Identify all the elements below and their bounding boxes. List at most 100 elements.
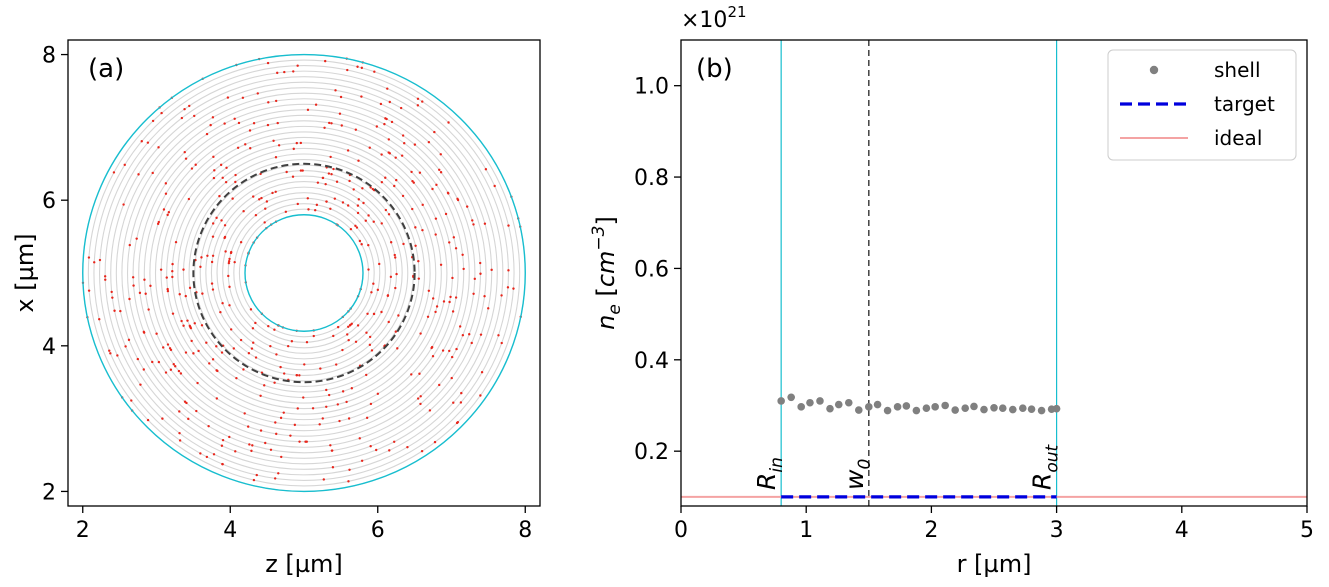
particle: [211, 254, 215, 258]
particle: [327, 393, 331, 397]
particle: [166, 213, 169, 217]
particle: [228, 304, 231, 307]
particle: [228, 285, 231, 289]
particle: [392, 440, 396, 443]
particle: [282, 411, 285, 414]
particle: [247, 352, 251, 355]
particle: [387, 320, 390, 324]
series-shell-point: [931, 403, 939, 411]
particle: [340, 124, 343, 127]
particle: [339, 95, 343, 99]
particle: [212, 176, 216, 180]
particle: [388, 100, 391, 104]
particle: [427, 289, 431, 292]
particle: [484, 168, 488, 171]
particle: [178, 410, 181, 413]
shell-circle: [160, 131, 448, 415]
particle: [354, 340, 358, 344]
particle: [87, 256, 91, 259]
panel-b-y-ticks: 0.2 0.4 0.6 0.8 1.0: [634, 75, 681, 465]
shell-circle: [126, 98, 482, 448]
particle: [179, 372, 183, 375]
particle: [220, 351, 224, 354]
particle: [417, 259, 420, 263]
particle: [151, 360, 154, 364]
particle: [370, 291, 373, 294]
particle: [156, 222, 160, 226]
particle: [151, 119, 155, 123]
particle: [434, 233, 437, 236]
particle: [347, 417, 351, 420]
particle: [274, 421, 277, 424]
particle: [207, 424, 210, 428]
particle: [346, 204, 350, 207]
particle: [282, 372, 286, 375]
series-shell-point: [826, 404, 834, 413]
legend-label-ideal: ideal: [1214, 126, 1262, 150]
particle: [336, 325, 340, 329]
particle: [389, 241, 393, 244]
particle: [290, 340, 294, 343]
particle: [183, 400, 187, 403]
particle: [431, 297, 435, 300]
particle: [98, 258, 102, 262]
particle: [380, 310, 383, 314]
particle: [403, 142, 406, 145]
particle: [259, 394, 262, 397]
particle: [228, 435, 231, 439]
particle: [417, 277, 421, 280]
particle: [401, 134, 405, 137]
particle: [292, 70, 295, 73]
particle: [358, 239, 362, 243]
particle: [208, 362, 211, 365]
particle: [348, 468, 351, 471]
particle: [386, 87, 389, 90]
particle: [157, 220, 160, 224]
particle: [139, 383, 142, 386]
particle: [218, 194, 221, 198]
particle: [328, 121, 331, 125]
shell-circle: [166, 136, 442, 410]
shell-circle: [182, 153, 426, 393]
particle: [296, 407, 299, 410]
particle: [434, 310, 437, 314]
particle: [265, 200, 269, 203]
particle: [413, 143, 417, 146]
particle: [162, 208, 166, 211]
series-shell-point: [961, 404, 970, 413]
particle: [472, 292, 475, 295]
panel-a-x-ticks: 2 4 6 8: [76, 506, 532, 543]
particle: [252, 341, 255, 344]
particle: [338, 112, 342, 115]
series-shell-point: [834, 400, 843, 409]
particle: [418, 372, 421, 375]
particle: [254, 213, 258, 217]
particle: [341, 348, 344, 352]
series-shell-point: [854, 406, 863, 414]
particle: [465, 205, 469, 208]
particle: [111, 296, 114, 299]
particle: [289, 434, 292, 437]
particle: [433, 440, 437, 444]
particle: [356, 324, 360, 327]
particle: [234, 173, 237, 177]
particle: [177, 369, 181, 373]
series-shell-point: [787, 393, 795, 402]
particle: [229, 328, 233, 331]
particle: [454, 247, 458, 250]
particle: [263, 221, 266, 224]
particle: [451, 276, 454, 280]
series-shell-point: [902, 402, 911, 410]
particle: [200, 324, 204, 327]
particle: [269, 448, 273, 451]
particle: [427, 140, 431, 144]
particle: [136, 357, 140, 361]
particle: [468, 333, 471, 336]
particle: [277, 472, 280, 475]
particle: [376, 288, 380, 292]
particle: [416, 104, 420, 107]
panel-a-plot-area: [81, 53, 526, 493]
particle: [362, 201, 365, 205]
particle: [112, 171, 116, 174]
particle: [378, 262, 381, 266]
